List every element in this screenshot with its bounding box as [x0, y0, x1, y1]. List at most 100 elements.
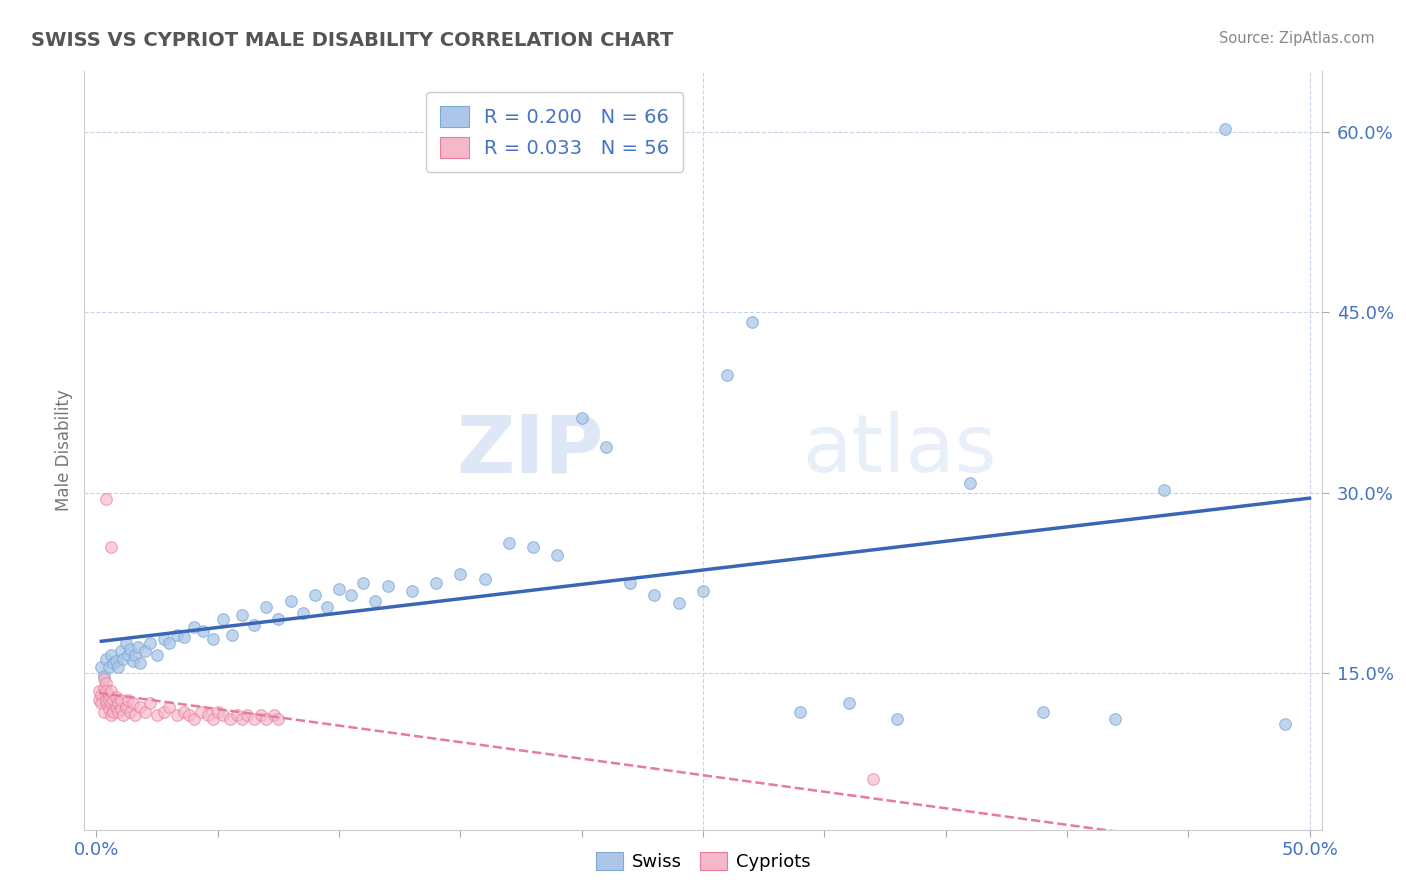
Point	[96, 651, 118, 665]
Point	[93, 668, 115, 682]
Point	[207, 705, 229, 719]
Point	[93, 681, 115, 695]
Point	[127, 640, 149, 654]
Point	[157, 699, 180, 714]
Point	[243, 618, 266, 632]
Point	[692, 584, 714, 599]
Point	[474, 572, 496, 586]
Point	[716, 368, 738, 382]
Point	[231, 608, 253, 623]
Point	[328, 582, 350, 596]
Point	[96, 684, 118, 698]
Point	[183, 620, 205, 634]
Point	[377, 579, 399, 593]
Point	[243, 712, 266, 726]
Point	[364, 594, 387, 608]
Point	[226, 708, 249, 723]
Point	[643, 588, 665, 602]
Point	[146, 648, 169, 662]
Point	[129, 699, 152, 714]
Point	[90, 696, 112, 710]
Point	[741, 315, 763, 329]
Point	[595, 440, 617, 454]
Point	[789, 705, 811, 719]
Point	[166, 627, 188, 641]
Text: atlas: atlas	[801, 411, 997, 490]
Point	[304, 588, 326, 602]
Point	[93, 672, 115, 686]
Point	[139, 696, 162, 710]
Point	[110, 692, 132, 706]
Point	[100, 696, 122, 710]
Point	[87, 692, 110, 706]
Point	[173, 630, 195, 644]
Point	[401, 584, 423, 599]
Point	[177, 708, 200, 723]
Point	[107, 705, 129, 719]
Point	[546, 548, 568, 562]
Point	[107, 660, 129, 674]
Point	[886, 712, 908, 726]
Point	[236, 708, 259, 723]
Point	[103, 705, 125, 719]
Point	[103, 657, 125, 671]
Point	[120, 642, 142, 657]
Point	[100, 684, 122, 698]
Point	[201, 712, 224, 726]
Point	[100, 648, 122, 662]
Point	[571, 411, 593, 425]
Point	[267, 712, 290, 726]
Point	[498, 536, 520, 550]
Point	[114, 636, 136, 650]
Point	[107, 696, 129, 710]
Point	[838, 696, 860, 710]
Point	[1153, 483, 1175, 498]
Text: Source: ZipAtlas.com: Source: ZipAtlas.com	[1219, 31, 1375, 46]
Point	[129, 657, 152, 671]
Point	[1213, 122, 1236, 136]
Y-axis label: Male Disability: Male Disability	[55, 390, 73, 511]
Point	[340, 588, 363, 602]
Point	[352, 575, 374, 590]
Point	[134, 705, 156, 719]
Point	[219, 712, 242, 726]
Point	[193, 624, 215, 638]
Point	[425, 575, 447, 590]
Point	[124, 648, 146, 662]
Point	[221, 627, 243, 641]
Text: ZIP: ZIP	[457, 411, 605, 490]
Point	[449, 567, 471, 582]
Point	[112, 651, 135, 665]
Point	[122, 654, 145, 668]
Point	[93, 705, 115, 719]
Point	[157, 636, 180, 650]
Point	[146, 708, 169, 723]
Point	[263, 708, 285, 723]
Point	[97, 692, 120, 706]
Point	[153, 632, 176, 647]
Point	[117, 648, 139, 662]
Point	[211, 612, 233, 626]
Point	[117, 692, 139, 706]
Point	[197, 708, 219, 723]
Point	[1104, 712, 1126, 726]
Point	[104, 690, 127, 705]
Point	[280, 594, 302, 608]
Point	[959, 475, 981, 490]
Point	[1274, 716, 1296, 731]
Point	[90, 688, 112, 702]
Point	[124, 708, 146, 723]
Point	[183, 712, 205, 726]
Point	[104, 654, 127, 668]
Point	[267, 612, 290, 626]
Point	[96, 692, 118, 706]
Point	[110, 644, 132, 658]
Point	[190, 705, 212, 719]
Point	[104, 699, 127, 714]
Point	[153, 705, 176, 719]
Point	[250, 708, 273, 723]
Point	[134, 644, 156, 658]
Point	[291, 606, 314, 620]
Point	[254, 712, 277, 726]
Point	[211, 708, 233, 723]
